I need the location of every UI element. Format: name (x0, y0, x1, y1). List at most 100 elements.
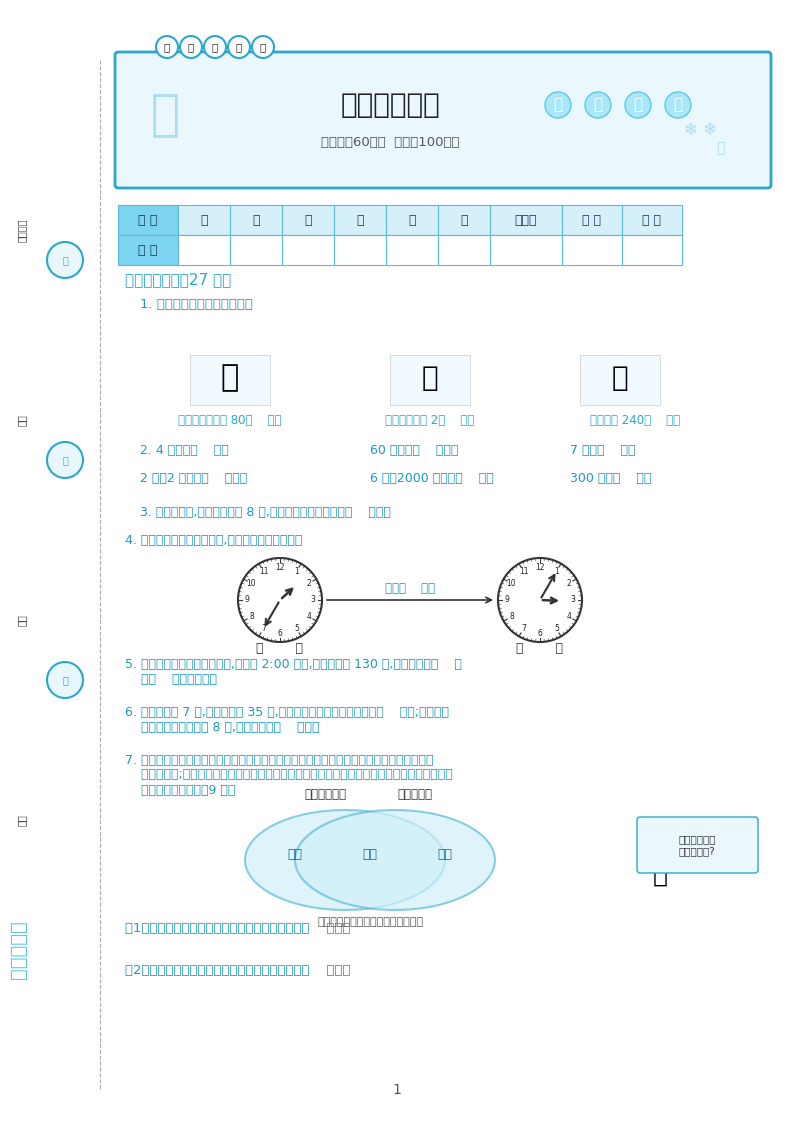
Text: 智: 智 (62, 675, 68, 685)
Text: 8: 8 (509, 612, 514, 621)
Bar (386, 235, 438, 265)
Text: （        ）: （ ） (256, 641, 303, 655)
Text: 9: 9 (504, 595, 510, 604)
Text: 金: 金 (212, 42, 218, 52)
Text: 等 级: 等 级 (642, 213, 661, 227)
Circle shape (625, 92, 651, 118)
FancyBboxPatch shape (115, 52, 771, 188)
Text: ⏰: ⏰ (150, 91, 179, 139)
Circle shape (665, 92, 691, 118)
Text: 无: 无 (62, 455, 68, 465)
Text: 60 毫米＝（    ）厘米: 60 毫米＝（ ）厘米 (370, 444, 458, 457)
Bar (178, 235, 230, 265)
Bar (230, 235, 282, 265)
Text: 2 米－2 分米＝（    ）分米: 2 米－2 分米＝（ ）分米 (140, 472, 247, 484)
Text: 11: 11 (259, 567, 268, 576)
Text: 11: 11 (518, 567, 528, 576)
Text: 六: 六 (461, 213, 468, 227)
Text: 一、填一填。（27 分）: 一、填一填。（27 分） (125, 273, 231, 287)
Circle shape (238, 558, 322, 642)
Text: 附加题: 附加题 (515, 213, 538, 227)
Circle shape (180, 36, 202, 58)
Text: 🚢: 🚢 (611, 364, 628, 392)
Text: 10: 10 (507, 579, 516, 588)
Text: 小牛顿实验班: 小牛顿实验班 (304, 788, 346, 802)
Text: 7: 7 (521, 624, 526, 633)
Text: 你能继续把图
补充完整吗?: 你能继续把图 补充完整吗? (678, 834, 715, 856)
Text: 考: 考 (236, 42, 242, 52)
Text: 4: 4 (306, 612, 311, 621)
Text: 6. 星钻积木有 7 盒,乐高积木有 35 盒,乐高积木的盒数是星钻积木的（    ）倍;启蒙积木
    的盒数是星钻积木的 8 倍,启蒙积木有（    ）盒: 6. 星钻积木有 7 盒,乐高积木有 35 盒,乐高积木的盒数是星钻积木的（ ）… (125, 706, 449, 734)
Text: 期末知能达标: 期末知能达标 (340, 91, 440, 119)
Circle shape (545, 92, 571, 118)
Circle shape (156, 36, 178, 58)
Text: 300 秒＝（    ）分: 300 秒＝（ ）分 (570, 472, 651, 484)
Text: 卷: 卷 (634, 98, 642, 112)
Text: 4: 4 (566, 612, 571, 621)
Text: 经过（    ）分: 经过（ ）分 (385, 582, 435, 594)
Bar (230, 206, 282, 235)
Text: 五: 五 (408, 213, 416, 227)
Circle shape (498, 558, 582, 642)
Text: 侯冬: 侯冬 (363, 849, 377, 861)
Text: 7: 7 (261, 624, 266, 633)
Text: 3: 3 (571, 595, 576, 604)
Text: 一: 一 (673, 98, 683, 112)
Text: 1: 1 (294, 567, 299, 576)
Text: 总 分: 总 分 (583, 213, 602, 227)
Text: 二: 二 (252, 213, 260, 227)
Text: 5: 5 (554, 624, 559, 633)
Text: 卷: 卷 (260, 42, 266, 52)
Text: 4. 先写出每个钟面上的时刻,再算一算经过的时间。: 4. 先写出每个钟面上的时刻,再算一算经过的时间。 (125, 533, 303, 547)
Bar (282, 235, 334, 265)
Ellipse shape (295, 810, 495, 910)
Bar (386, 206, 438, 235)
Circle shape (585, 92, 611, 118)
Text: （2）只参加小牛顿实验班或思维训练营的一共有（    ）人。: （2）只参加小牛顿实验班或思维训练营的一共有（ ）人。 (125, 964, 350, 977)
Bar (562, 206, 622, 235)
Text: 轮船载重 240（    ）。: 轮船载重 240（ ）。 (590, 413, 680, 427)
Text: 四: 四 (357, 213, 364, 227)
Text: 8: 8 (249, 612, 254, 621)
Bar (490, 206, 562, 235)
Text: 期末金考卷: 期末金考卷 (9, 921, 28, 979)
Text: 小牛顿实验班和思维训练营都参加的: 小牛顿实验班和思维训练营都参加的 (317, 917, 423, 926)
Text: 5: 5 (294, 624, 299, 633)
Bar (334, 206, 386, 235)
Text: 期: 期 (164, 42, 170, 52)
Bar (562, 235, 622, 265)
FancyBboxPatch shape (637, 818, 758, 873)
Text: 班级: 班级 (17, 614, 27, 626)
Text: （时间：60分钟  满分：100分）: （时间：60分钟 满分：100分） (321, 136, 459, 148)
Text: 🚗: 🚗 (221, 364, 239, 393)
Text: 姜敏: 姜敏 (437, 849, 453, 861)
Bar (622, 206, 682, 235)
Text: 📓: 📓 (422, 364, 438, 392)
Ellipse shape (245, 810, 445, 910)
Text: 3: 3 (310, 595, 315, 604)
Circle shape (47, 442, 83, 478)
Text: 10: 10 (247, 579, 256, 588)
Text: 1: 1 (392, 1083, 402, 1097)
Text: 测: 测 (593, 98, 603, 112)
Text: 2: 2 (306, 579, 311, 588)
Bar (622, 235, 682, 265)
Text: 🧍: 🧍 (653, 862, 668, 887)
Text: 2: 2 (566, 579, 571, 588)
Bar (178, 206, 230, 235)
Text: 小轿车每小时行 80（    ）。: 小轿车每小时行 80（ ）。 (178, 413, 282, 427)
Text: 5. 学校要举行小学生歌咏比赛,从下午 2:00 开始,比赛进行了 130 分,比赛是下午（    ）
    时（    ）分结束的。: 5. 学校要举行小学生歌咏比赛,从下午 2:00 开始,比赛进行了 130 分,… (125, 658, 462, 686)
Text: 许畅: 许畅 (287, 849, 303, 861)
Circle shape (47, 661, 83, 699)
Bar (490, 235, 562, 265)
Circle shape (252, 36, 274, 58)
Bar (334, 235, 386, 265)
Text: 邮: 邮 (62, 255, 68, 265)
Bar (190, 355, 270, 405)
Bar (438, 235, 490, 265)
Text: 6 吨－2000 千克＝（    ）吨: 6 吨－2000 千克＝（ ）吨 (370, 472, 494, 484)
Text: 题 号: 题 号 (138, 213, 158, 227)
Bar (390, 355, 470, 405)
Bar (118, 206, 178, 235)
Text: 末: 末 (188, 42, 194, 52)
